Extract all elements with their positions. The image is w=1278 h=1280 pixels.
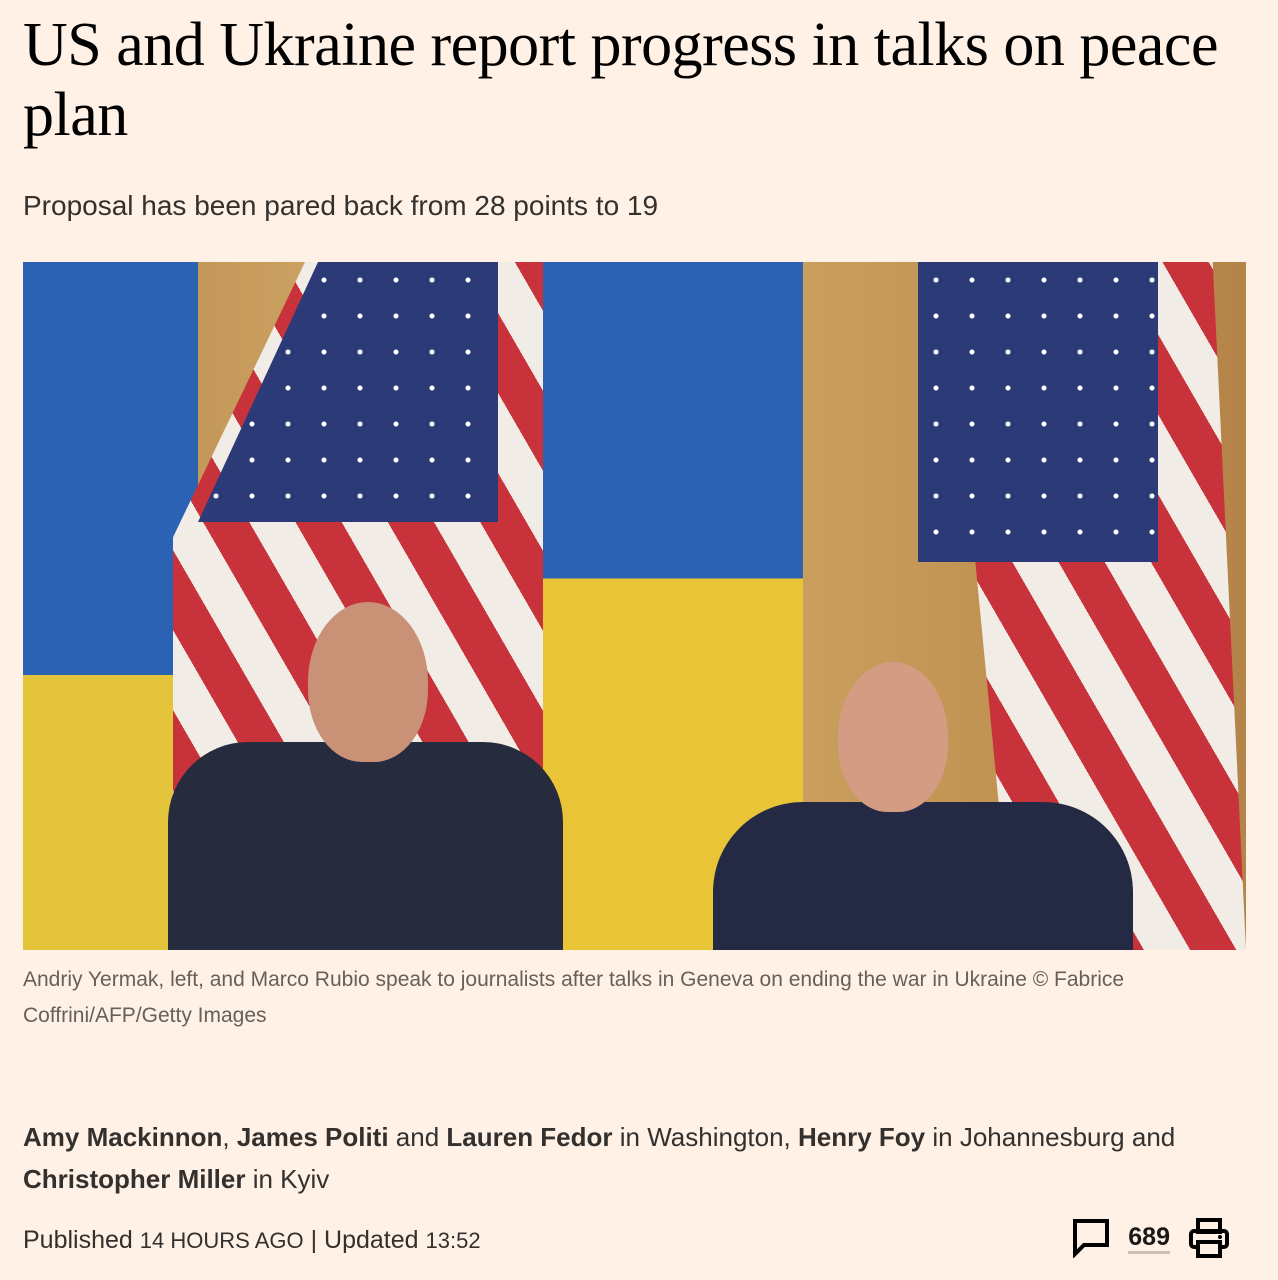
byline-text: , [222,1122,237,1152]
author-link[interactable]: Christopher Miller [23,1164,246,1194]
author-link[interactable]: James Politi [236,1122,389,1152]
article-photo [23,262,1246,950]
byline-text: in Washington, [612,1122,798,1152]
byline-text: in Kyiv [245,1164,330,1194]
speech-bubble-icon [1073,1219,1110,1258]
author-link[interactable]: Amy Mackinnon [23,1122,223,1152]
photo-caption: Andriy Yermak, left, and Marco Rubio spe… [23,968,1125,1027]
comments-button[interactable]: 689 [1072,1218,1170,1258]
byline: Amy Mackinnon, James Politi and Lauren F… [23,1116,1243,1200]
byline-text: and [388,1122,447,1152]
author-link[interactable]: Henry Foy [798,1122,926,1152]
updated-time: 13:52 [425,1228,481,1253]
author-link[interactable]: Lauren Fedor [446,1122,613,1152]
comment-count[interactable]: 689 [1128,1223,1170,1254]
printer-icon[interactable] [1188,1218,1230,1258]
published-time: 14 HOURS AGO [139,1228,304,1253]
separator: | [310,1226,318,1254]
byline-text: in Johannesburg and [925,1122,1176,1152]
updated-label: Updated [324,1226,419,1254]
timestamp: Published 14 HOURS AGO | Updated 13:52 [23,1226,481,1255]
headline: US and Ukraine report progress in talks … [23,11,1218,149]
article-tools: 689 [1072,1218,1230,1258]
standfirst: Proposal has been pared back from 28 poi… [23,190,659,221]
published-label: Published [23,1226,133,1254]
